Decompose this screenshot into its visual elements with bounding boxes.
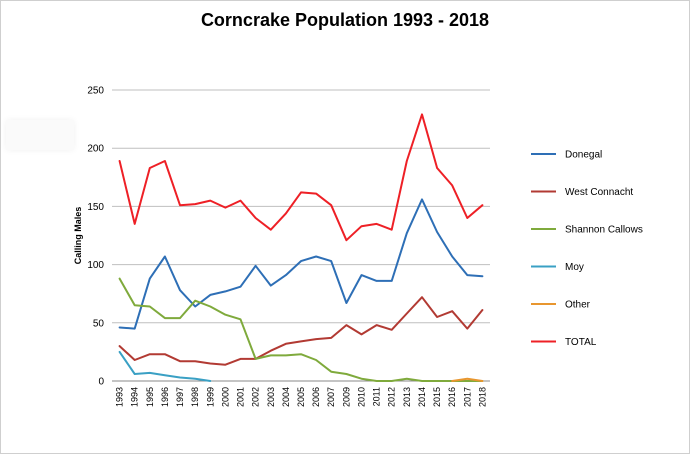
- legend-label-other: Other: [565, 300, 591, 311]
- x-tick-label: 2011: [372, 387, 382, 406]
- x-tick-label: 2012: [387, 387, 397, 407]
- series-line-other: [451, 377, 484, 382]
- x-tick-label: 2003: [266, 387, 276, 407]
- x-tick-label: 1993: [115, 387, 125, 407]
- x-tick-label: 2013: [402, 387, 412, 407]
- x-tick-label: 2002: [251, 387, 261, 407]
- blank-patch: [6, 120, 74, 150]
- x-tick-label: 2018: [477, 387, 487, 407]
- x-tick-label: 1995: [145, 387, 155, 407]
- series-line-donegal: [118, 198, 484, 330]
- y-tick-label: 250: [87, 86, 104, 97]
- x-tick-label: 2000: [220, 387, 230, 407]
- x-tick-label: 2016: [447, 387, 457, 407]
- y-tick-label: 200: [87, 144, 104, 155]
- y-tick-label: 50: [93, 318, 105, 329]
- x-tick-label: 1997: [175, 387, 185, 407]
- x-tick-label: 2006: [311, 387, 321, 407]
- x-tick-label: 1998: [190, 387, 200, 407]
- x-tick-label: 2005: [296, 387, 306, 407]
- y-tick-label: 150: [87, 202, 104, 213]
- legend-label-total: TOTAL: [565, 337, 597, 348]
- x-tick-label: 2014: [417, 387, 427, 407]
- series-line-west-connacht: [118, 296, 484, 366]
- x-tick-label: 2007: [326, 387, 336, 407]
- legend-label-shannon-callows: Shannon Callows: [565, 225, 643, 236]
- y-axis-label: Calling Males: [73, 207, 83, 265]
- series-line-total: [118, 113, 484, 242]
- x-tick-label: 2015: [432, 387, 442, 407]
- x-tick-label: 2017: [462, 387, 472, 407]
- x-tick-label: 1996: [160, 387, 170, 407]
- x-tick-label: 1994: [130, 387, 140, 407]
- series-line-moy: [118, 350, 212, 382]
- y-tick-label: 0: [98, 377, 104, 388]
- legend-label-west-connacht: West Connacht: [565, 187, 633, 198]
- x-tick-label: 1999: [205, 387, 215, 407]
- chart-title: Corncrake Population 1993 - 2018: [200, 10, 490, 30]
- legend-label-moy: Moy: [565, 262, 584, 273]
- x-tick-label: 2010: [356, 387, 366, 407]
- x-tick-label: 2009: [341, 387, 351, 407]
- legend-label-donegal: Donegal: [565, 150, 602, 161]
- x-tick-label: 2001: [236, 387, 246, 407]
- series-line-shannon-callows: [118, 277, 484, 382]
- x-tick-label: 2004: [281, 387, 291, 407]
- y-tick-label: 100: [87, 260, 104, 271]
